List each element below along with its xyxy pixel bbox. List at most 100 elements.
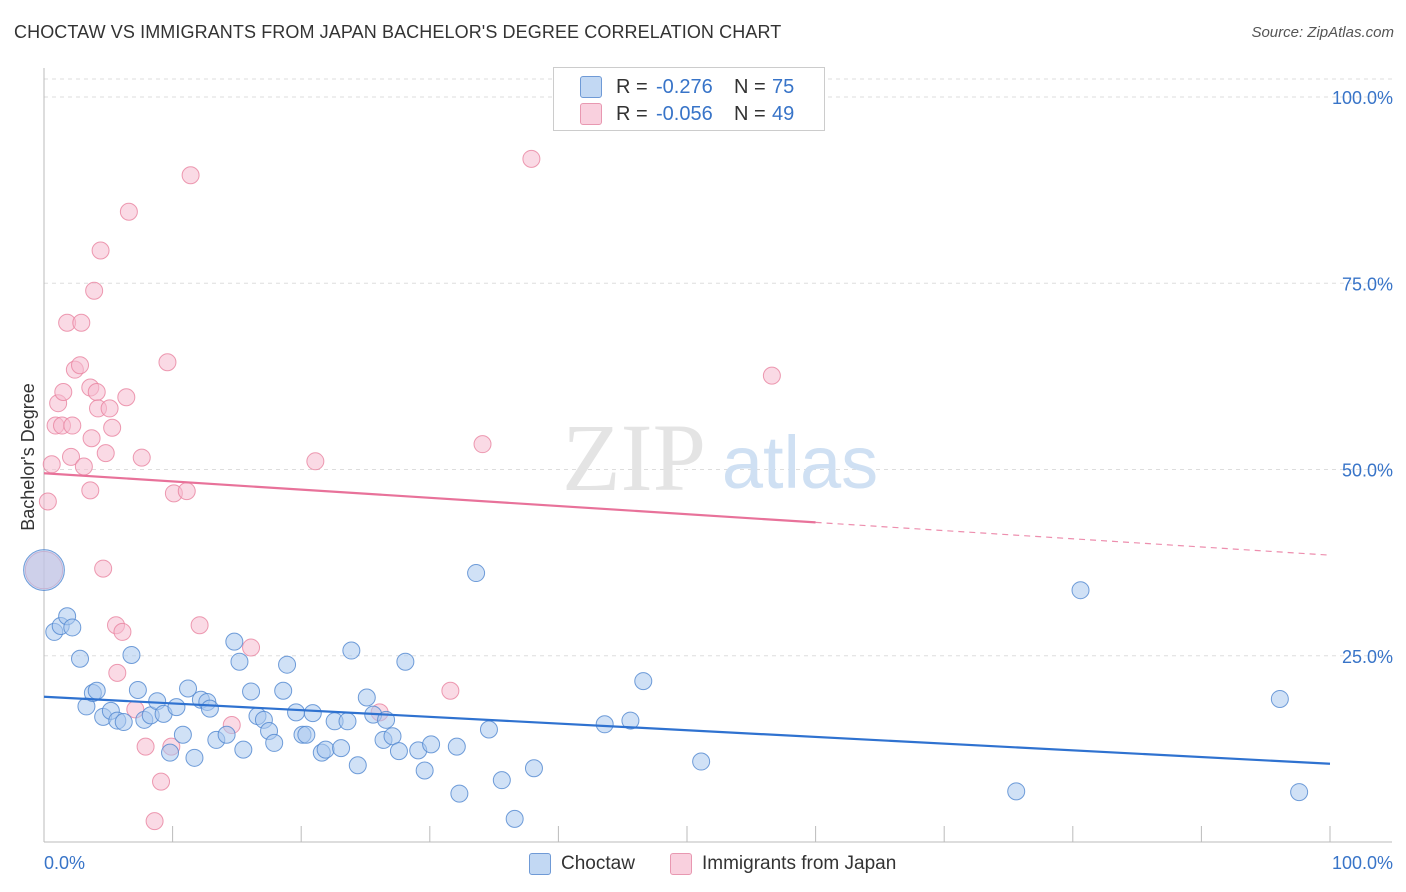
y-tick-label: 25.0% [1342, 647, 1393, 667]
series-choctaw-points [23, 549, 1309, 828]
japan-point [94, 559, 113, 578]
watermark-zip: ZIP [562, 404, 706, 511]
japan-point [441, 681, 460, 700]
choctaw-point [389, 742, 408, 761]
japan-point [62, 447, 81, 466]
japan-point [82, 429, 101, 448]
japan-point [152, 772, 171, 791]
japan-point [181, 166, 200, 185]
legend-label-choctaw: Choctaw [561, 853, 635, 874]
choctaw-point [1290, 783, 1309, 802]
choctaw-point [595, 715, 614, 734]
legend-label-japan: Immigrants from Japan [702, 853, 897, 874]
japan-trend-line-extension [815, 521, 1331, 556]
choctaw-point [185, 748, 204, 767]
japan-point [72, 313, 91, 332]
chart-title: CHOCTAW VS IMMIGRANTS FROM JAPAN BACHELO… [14, 22, 782, 42]
japan-point [38, 492, 57, 511]
choctaw-point [316, 740, 335, 759]
n-label: N = [734, 75, 766, 98]
japan-point [108, 663, 127, 682]
trend-lines [43, 472, 1331, 765]
choctaw-point [122, 646, 141, 665]
choctaw-point [23, 549, 65, 591]
choctaw-point [303, 704, 322, 723]
gridlines [44, 78, 1392, 657]
choctaw-point [179, 679, 198, 698]
choctaw-point [128, 681, 147, 700]
choctaw-swatch [529, 853, 551, 875]
choctaw-point [332, 739, 351, 758]
choctaw-point [422, 735, 441, 754]
legend-row-japan: R = -0.056 N = 49 [580, 101, 794, 127]
series-legend: Choctaw Immigrants from Japan [0, 850, 1406, 878]
choctaw-point [1270, 689, 1289, 708]
japan-point [177, 482, 196, 501]
choctaw-point [167, 698, 186, 717]
japan-point [119, 202, 138, 221]
source-label: Source: ZipAtlas.com [1251, 24, 1394, 41]
choctaw-point [63, 618, 82, 637]
japan-point [145, 812, 164, 831]
choctaw-point [492, 771, 511, 790]
choctaw-point [173, 725, 192, 744]
japan-swatch [580, 103, 602, 125]
choctaw-point [161, 743, 180, 762]
choctaw-point [287, 703, 306, 722]
y-tick-label: 100.0% [1332, 88, 1393, 108]
tick-labels: 25.0% 50.0% 75.0% 100.0% 0.0% 100.0% [44, 88, 1393, 873]
choctaw-point [242, 682, 261, 701]
japan-point [103, 418, 122, 437]
japan-point [63, 416, 82, 435]
choctaw-point [114, 713, 133, 732]
choctaw-point [342, 641, 361, 660]
japan-point [522, 149, 541, 168]
y-tick-label: 75.0% [1342, 274, 1393, 294]
japan-point [158, 353, 177, 372]
choctaw-point [278, 655, 297, 674]
choctaw-point [383, 727, 402, 746]
choctaw-point [634, 672, 653, 691]
japan-point [306, 452, 325, 471]
choctaw-point [274, 681, 293, 700]
choctaw-point [467, 564, 486, 583]
japan-point [113, 622, 132, 641]
correlation-legend: R = -0.276 N = 75 R = -0.056 N = 49 [553, 67, 825, 131]
choctaw-point [415, 761, 434, 780]
choctaw-point [1007, 782, 1026, 801]
choctaw-point [338, 712, 357, 731]
choctaw-point [479, 720, 498, 739]
choctaw-trend-line [43, 695, 1331, 765]
japan-point [74, 457, 93, 476]
r-value: -0.056 [656, 102, 713, 125]
choctaw-point [357, 688, 376, 707]
legend-item-japan[interactable]: Immigrants from Japan [670, 850, 896, 878]
choctaw-point [692, 752, 711, 771]
watermark: ZIP atlas [562, 404, 878, 511]
x-tick-label-min: 0.0% [44, 853, 85, 873]
x-tick-label-max: 100.0% [1332, 853, 1393, 873]
japan-point [85, 281, 104, 300]
choctaw-point [200, 699, 219, 718]
japan-point [762, 366, 781, 385]
japan-point [87, 383, 106, 402]
japan-point [117, 388, 136, 407]
legend-item-choctaw[interactable]: Choctaw [529, 850, 635, 878]
choctaw-point [297, 725, 316, 744]
choctaw-point [450, 784, 469, 803]
choctaw-point [348, 756, 367, 775]
japan-point [136, 737, 155, 756]
watermark-atlas: atlas [722, 421, 878, 504]
choctaw-point [87, 681, 106, 700]
n-label: N = [734, 102, 766, 125]
japan-point [96, 444, 115, 463]
n-value: 75 [772, 75, 795, 98]
r-value: -0.276 [656, 75, 713, 98]
choctaw-point [234, 740, 253, 759]
y-axis-label: Bachelor's Degree [18, 383, 38, 531]
choctaw-point [505, 809, 524, 828]
choctaw-point [1071, 581, 1090, 600]
axes [43, 68, 1392, 843]
choctaw-point [265, 733, 284, 752]
